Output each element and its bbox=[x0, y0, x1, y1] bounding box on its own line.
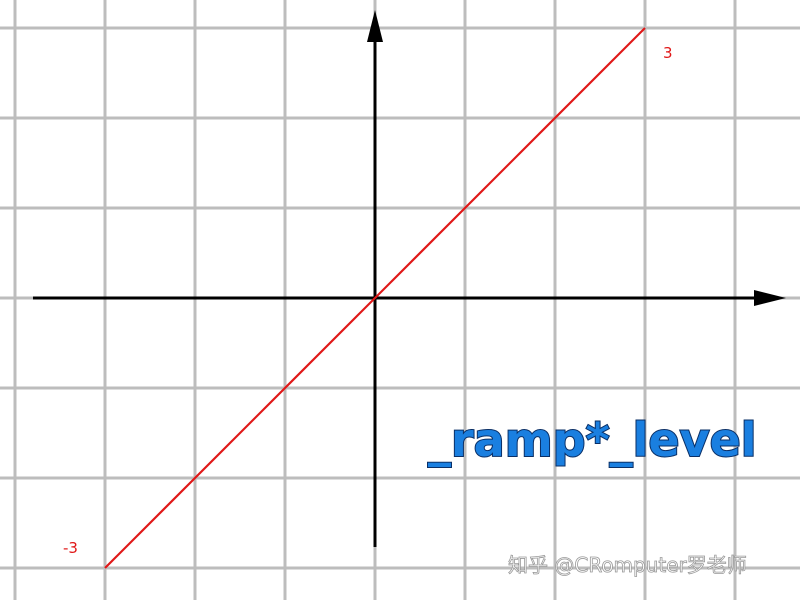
ramp-level-annotation: _ramp*_level bbox=[428, 413, 757, 467]
label-top-value: 3 bbox=[663, 44, 673, 62]
series-group bbox=[104, 27, 646, 569]
y-axis-arrowhead bbox=[367, 10, 383, 42]
point-labels: 3 -3 bbox=[63, 44, 673, 557]
watermark: 知乎 @CRomputer罗老师 bbox=[508, 553, 747, 577]
axes bbox=[33, 10, 786, 547]
ramp-line bbox=[104, 27, 646, 569]
x-axis-arrowhead bbox=[754, 290, 786, 306]
label-bottom-value: -3 bbox=[63, 539, 78, 557]
